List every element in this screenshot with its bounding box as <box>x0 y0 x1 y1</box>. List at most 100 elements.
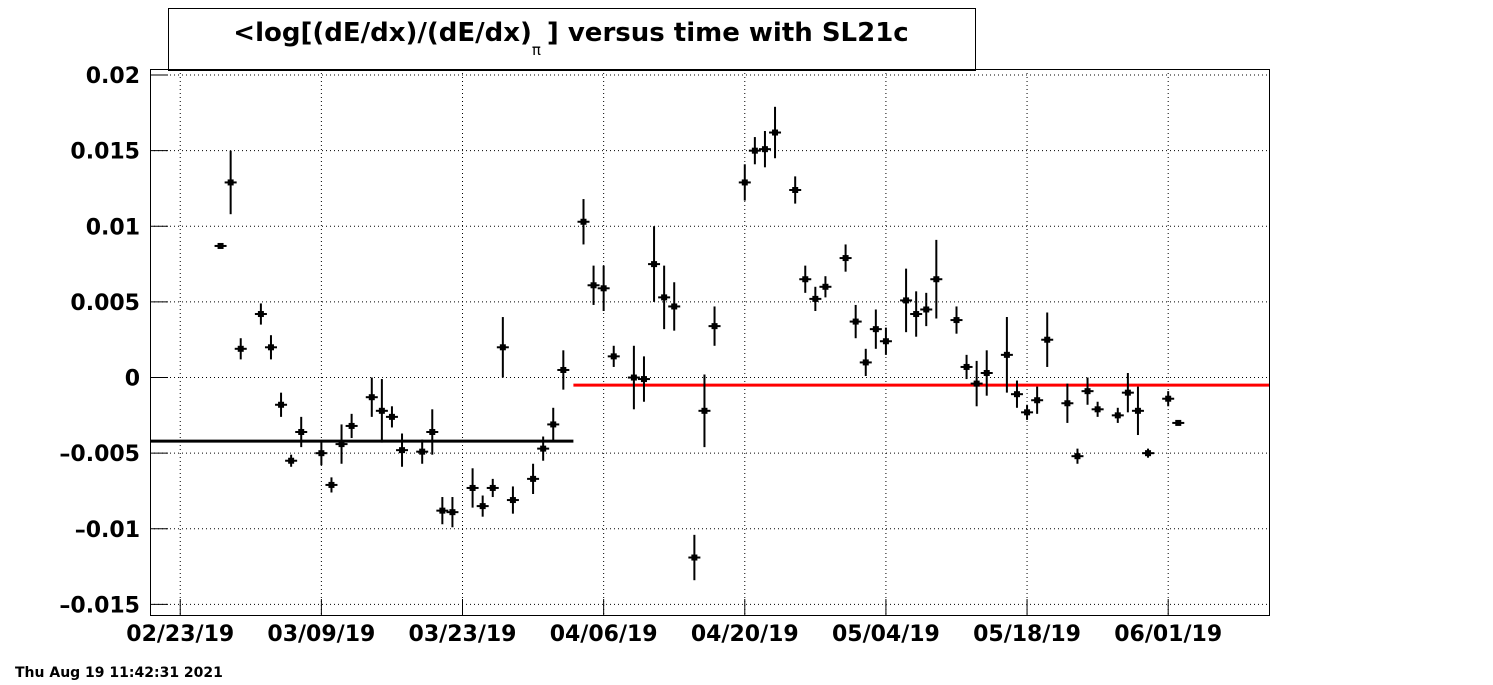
marker <box>530 475 537 482</box>
marker <box>267 344 274 351</box>
plot-frame <box>150 69 1270 616</box>
data-point <box>658 265 671 330</box>
marker <box>661 294 668 301</box>
marker <box>701 407 708 414</box>
marker <box>227 179 234 186</box>
data-point <box>587 265 600 305</box>
y-tick-label: 0.005 <box>70 291 140 316</box>
marker <box>399 447 406 454</box>
marker <box>489 484 496 491</box>
y-tick-label: 0.01 <box>86 215 140 240</box>
marker <box>882 338 889 345</box>
data-point <box>809 286 822 311</box>
marker <box>469 484 476 491</box>
data-point <box>1142 448 1155 458</box>
x-tick-label: 02/23/19 <box>126 622 234 647</box>
marker <box>1145 450 1152 457</box>
data-point <box>869 309 882 349</box>
marker <box>600 285 607 292</box>
data-point <box>496 317 509 378</box>
marker <box>298 428 305 435</box>
data-point <box>396 433 409 467</box>
marker <box>580 218 587 225</box>
data-point <box>214 242 227 249</box>
data-point <box>970 360 983 407</box>
data-point <box>1041 312 1054 367</box>
marker <box>288 457 295 464</box>
title-end: ] versus time with SL21c <box>547 18 909 48</box>
data-point <box>1031 386 1044 414</box>
marker <box>913 311 920 318</box>
data-point <box>466 468 479 508</box>
marker <box>499 344 506 351</box>
data-point <box>365 377 378 417</box>
data-point <box>607 345 620 367</box>
marker <box>1084 388 1091 395</box>
data-point <box>819 276 832 298</box>
x-tick-label: 06/01/19 <box>1114 622 1222 647</box>
data-point <box>375 379 388 443</box>
data-point <box>335 424 348 464</box>
data-point <box>275 392 288 417</box>
marker <box>419 448 426 455</box>
marker <box>1165 395 1172 402</box>
data-point <box>758 131 771 168</box>
marker <box>772 129 779 136</box>
data-point <box>234 338 247 360</box>
marker <box>1044 336 1051 343</box>
data-point <box>597 265 610 311</box>
marker <box>429 428 436 435</box>
data-point <box>1000 317 1013 393</box>
y-tick-label: 0.02 <box>86 64 140 89</box>
data-point <box>839 244 852 272</box>
data-point <box>1121 373 1134 413</box>
data-point <box>527 463 540 495</box>
marker <box>217 242 224 249</box>
data-point <box>950 306 963 334</box>
title-box <box>168 8 976 71</box>
x-tick-label: 03/09/19 <box>267 622 375 647</box>
marker <box>348 422 355 429</box>
marker <box>1013 391 1020 398</box>
data-point <box>698 374 711 448</box>
data-point <box>1162 391 1175 407</box>
marker <box>862 359 869 366</box>
marker <box>640 376 647 383</box>
marker <box>751 147 758 154</box>
data-point <box>1172 419 1185 426</box>
marker <box>278 401 285 408</box>
marker <box>318 450 325 457</box>
marker <box>973 380 980 387</box>
x-tick-label: 03/23/19 <box>409 622 517 647</box>
title-subscript: π <box>532 41 541 59</box>
marker <box>1094 406 1101 413</box>
marker <box>711 323 718 330</box>
data-point <box>486 478 499 498</box>
data-point <box>325 477 338 493</box>
marker <box>540 445 547 452</box>
marker <box>761 146 768 153</box>
marker <box>1074 453 1081 460</box>
data-point <box>426 409 439 455</box>
marker <box>509 497 516 504</box>
data-point <box>345 413 358 439</box>
marker <box>963 363 970 370</box>
data-point <box>900 268 913 333</box>
data-point <box>254 303 267 325</box>
data-point <box>416 439 429 464</box>
marker <box>923 306 930 313</box>
data-point <box>1081 377 1094 405</box>
marker <box>852 318 859 325</box>
x-tick-label: 05/04/19 <box>832 622 940 647</box>
footer-timestamp: Thu Aug 19 11:42:31 2021 <box>15 665 223 681</box>
y-tick-label: 0.015 <box>70 140 140 165</box>
marker <box>842 255 849 262</box>
data-point <box>506 486 519 514</box>
data-point <box>537 436 550 461</box>
marker <box>449 509 456 516</box>
data-point <box>547 407 560 442</box>
chart-title: <log[(dE/dx)/(dE/dx)π] versus time with … <box>233 18 908 59</box>
data-point <box>738 164 751 201</box>
x-tick-label: 04/06/19 <box>550 622 658 647</box>
